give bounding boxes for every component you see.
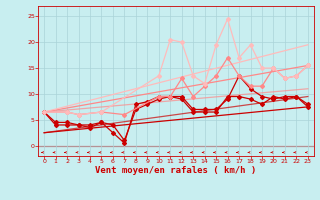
X-axis label: Vent moyen/en rafales ( km/h ): Vent moyen/en rafales ( km/h ) — [95, 166, 257, 175]
